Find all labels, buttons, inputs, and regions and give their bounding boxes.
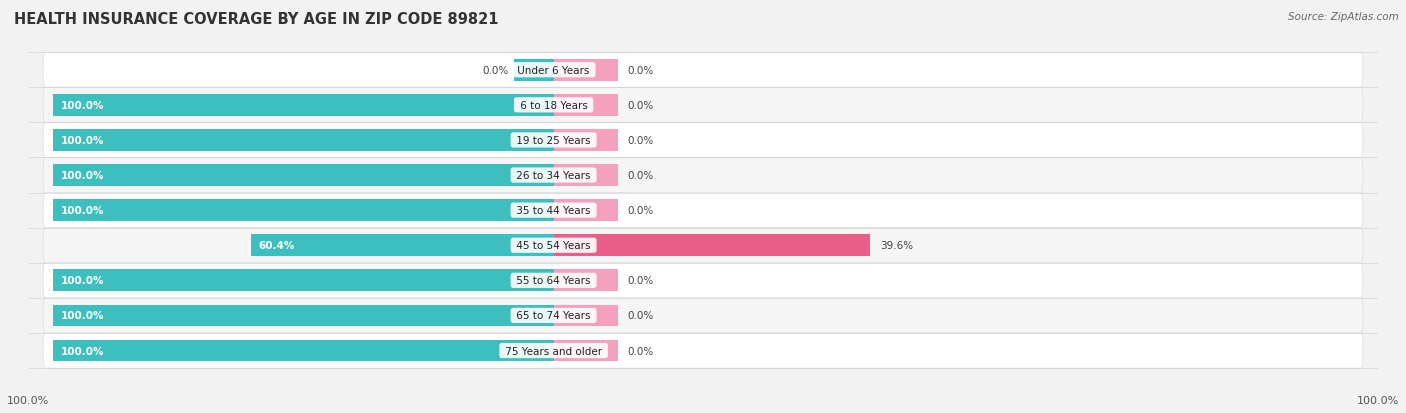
FancyBboxPatch shape [44,88,1362,123]
Text: 100.0%: 100.0% [60,135,104,146]
FancyBboxPatch shape [44,263,1362,298]
Text: 100.0%: 100.0% [1357,395,1399,405]
Text: 100.0%: 100.0% [60,101,104,111]
Text: 0.0%: 0.0% [627,135,654,146]
Text: HEALTH INSURANCE COVERAGE BY AGE IN ZIP CODE 89821: HEALTH INSURANCE COVERAGE BY AGE IN ZIP … [14,12,499,27]
Text: 100.0%: 100.0% [60,171,104,180]
Bar [554,60,617,81]
Text: 65 to 74 Years: 65 to 74 Years [513,311,593,320]
Text: 0.0%: 0.0% [627,171,654,180]
FancyBboxPatch shape [44,298,1362,333]
Bar [554,340,617,361]
FancyBboxPatch shape [44,123,1362,158]
Text: 0.0%: 0.0% [627,346,654,356]
FancyBboxPatch shape [44,53,1362,88]
Bar [554,95,617,116]
Bar [513,60,554,81]
Bar [53,95,554,116]
Bar [53,130,554,152]
Bar [554,200,617,221]
Text: 0.0%: 0.0% [482,66,509,76]
Text: 100.0%: 100.0% [60,206,104,216]
Bar [53,305,554,327]
Text: 100.0%: 100.0% [60,346,104,356]
Bar [554,130,617,152]
Bar [554,305,617,327]
Text: 55 to 64 Years: 55 to 64 Years [513,275,593,286]
Text: 75 Years and older: 75 Years and older [502,346,606,356]
Bar [554,235,870,256]
Text: 39.6%: 39.6% [880,241,914,251]
Bar [53,270,554,292]
Text: Source: ZipAtlas.com: Source: ZipAtlas.com [1288,12,1399,22]
FancyBboxPatch shape [44,228,1362,263]
Text: 100.0%: 100.0% [60,275,104,286]
FancyBboxPatch shape [44,333,1362,368]
Text: 0.0%: 0.0% [627,206,654,216]
Text: 45 to 54 Years: 45 to 54 Years [513,241,593,251]
Bar [53,200,554,221]
Text: 100.0%: 100.0% [7,395,49,405]
FancyBboxPatch shape [44,158,1362,193]
Bar [554,165,617,187]
Text: 0.0%: 0.0% [627,311,654,320]
Text: 26 to 34 Years: 26 to 34 Years [513,171,593,180]
Bar [53,340,554,361]
Bar [554,270,617,292]
Text: 0.0%: 0.0% [627,275,654,286]
Text: 35 to 44 Years: 35 to 44 Years [513,206,593,216]
FancyBboxPatch shape [44,193,1362,228]
Bar [53,165,554,187]
Text: Under 6 Years: Under 6 Years [515,66,593,76]
Text: 19 to 25 Years: 19 to 25 Years [513,135,593,146]
Text: 6 to 18 Years: 6 to 18 Years [516,101,591,111]
Text: 60.4%: 60.4% [259,241,295,251]
Bar [252,235,554,256]
Text: 100.0%: 100.0% [60,311,104,320]
Text: 0.0%: 0.0% [627,66,654,76]
Text: 0.0%: 0.0% [627,101,654,111]
